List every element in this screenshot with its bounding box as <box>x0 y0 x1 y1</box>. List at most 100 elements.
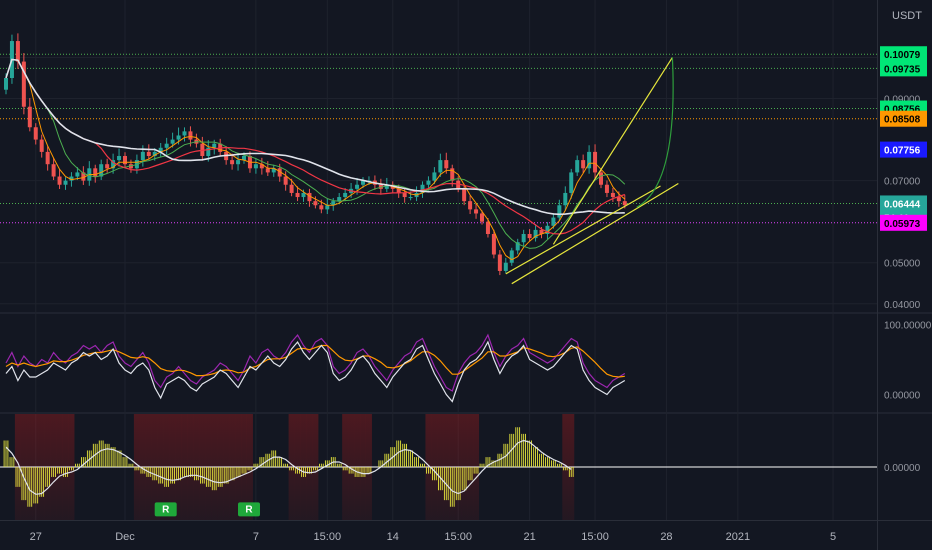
candle-body <box>212 143 217 148</box>
candle-body <box>69 176 74 181</box>
price-tag <box>880 110 927 127</box>
x-tick-label: 15:00 <box>581 531 609 543</box>
axis-divider <box>0 520 932 521</box>
price-tag-label: 0.07756 <box>884 146 921 157</box>
marker-badge <box>238 502 260 517</box>
pane-divider <box>0 312 932 314</box>
x-tick-label: 7 <box>253 531 259 543</box>
x-tick-label: 28 <box>660 531 672 543</box>
candle-body <box>593 151 598 173</box>
candle-body <box>426 180 431 185</box>
trendline <box>552 57 673 245</box>
x-tick-label: 21 <box>523 531 535 543</box>
candle-body <box>39 139 44 152</box>
price-tag-label: 0.08756 <box>884 105 921 116</box>
moving-average-line <box>5 58 625 216</box>
price-tag <box>880 214 927 231</box>
candle-body <box>51 164 56 177</box>
candle-body <box>15 41 20 62</box>
x-tick-label: 27 <box>30 531 42 543</box>
candle-body <box>474 209 479 214</box>
candle-body <box>188 131 193 140</box>
candle-body <box>557 205 562 218</box>
y-tick-label: 100.00000 <box>884 321 932 332</box>
marker-label: R <box>162 504 170 515</box>
candle-body <box>610 192 615 198</box>
candle-body <box>123 156 127 165</box>
x-tick-label: 5 <box>830 531 836 543</box>
price-tag <box>880 195 927 212</box>
y-tick-label: 0.00000 <box>884 463 921 474</box>
candle-body <box>533 229 538 239</box>
candle-body <box>503 262 508 271</box>
candle-body <box>21 61 26 107</box>
candle-body <box>319 205 324 210</box>
marker-label: R <box>245 504 253 515</box>
candle-body <box>343 192 348 198</box>
candle-body <box>63 180 68 185</box>
candle-body <box>289 184 294 193</box>
candle-body <box>527 234 532 239</box>
axis-divider <box>877 0 878 550</box>
candle-body <box>384 184 389 189</box>
candle-body <box>146 151 151 156</box>
candle-body <box>277 168 282 177</box>
price-tag <box>880 46 927 63</box>
candle-body <box>456 180 461 189</box>
drawings <box>505 57 679 285</box>
candle-body <box>33 127 38 140</box>
candle-body <box>57 176 62 185</box>
candle-body <box>170 139 175 144</box>
candle-body <box>378 184 383 189</box>
candle-body <box>587 151 592 169</box>
currency-label: USDT <box>892 10 922 22</box>
candle-body <box>140 151 145 161</box>
moving-averages <box>5 58 626 261</box>
candle-body <box>75 172 80 177</box>
oscillator-line <box>5 344 625 378</box>
candle-body <box>468 201 473 210</box>
candle-body <box>396 188 401 193</box>
candle-body <box>158 147 163 152</box>
candle-body <box>259 164 264 169</box>
candle-body <box>253 164 258 169</box>
candle-body <box>551 217 556 226</box>
candle-body <box>301 192 306 198</box>
candle-body <box>361 180 365 185</box>
candle-body <box>271 168 276 173</box>
candle-body <box>491 234 496 255</box>
marker-badge <box>154 502 177 517</box>
candle-body <box>4 78 8 90</box>
candle-body <box>176 135 181 140</box>
price-tag-label: 0.06444 <box>884 199 921 210</box>
candle-body <box>402 192 407 198</box>
candles <box>4 33 627 276</box>
candle-body <box>462 188 467 202</box>
candle-body <box>111 160 116 169</box>
projection-arc <box>636 57 674 208</box>
candle-body <box>622 201 627 206</box>
x-tick-label: Dec <box>115 531 135 543</box>
y-tick-label: 0.09000 <box>884 95 921 106</box>
x-tick-label: 14 <box>387 531 399 543</box>
price-tag-label: 0.08508 <box>884 115 921 126</box>
oscillator-line <box>5 340 626 403</box>
price-tag <box>880 60 927 77</box>
x-tick-label: 15:00 <box>314 531 342 543</box>
moving-average-line <box>5 58 626 261</box>
candle-body <box>450 168 455 181</box>
candle-body <box>164 143 169 148</box>
pane-divider <box>0 412 932 414</box>
candle-body <box>497 254 502 271</box>
candle-body <box>230 160 235 165</box>
candle-body <box>325 205 330 210</box>
candle-body <box>599 172 603 185</box>
signal-line <box>5 439 572 495</box>
price-tag <box>880 141 927 158</box>
trendline <box>505 185 661 275</box>
candle-body <box>206 147 211 156</box>
